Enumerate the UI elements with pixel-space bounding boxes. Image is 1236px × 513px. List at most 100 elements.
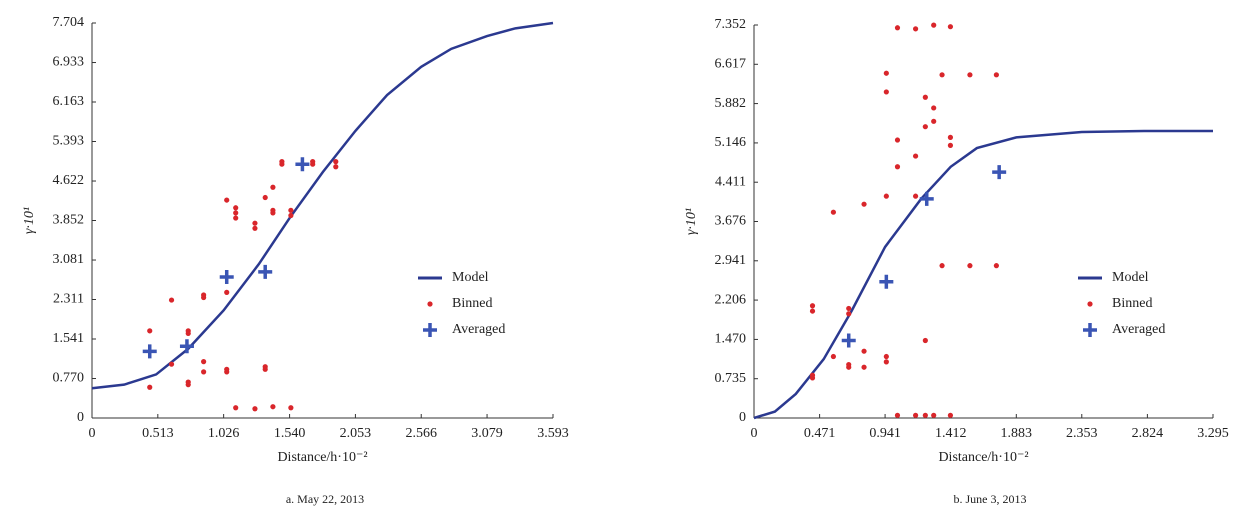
binned-point [233,210,239,216]
binned-point [288,405,294,411]
binned-point [846,311,852,317]
y-tick-label: 6.163 [53,94,85,109]
binned-point [333,159,339,165]
y-tick-label: 2.941 [715,253,747,268]
binned-point [861,348,867,354]
binned-point [830,353,837,360]
binned-point [912,26,919,32]
legend-label: Model [452,270,489,285]
y-tick-label: 0 [77,410,84,425]
binned-point [147,328,153,334]
y-tick-label: 5.146 [715,135,747,150]
binned-point [270,404,276,410]
y-tick-label: 5.882 [715,96,747,111]
legend-label: Averaged [1112,322,1165,337]
averaged-point [142,344,157,359]
binned-point [168,361,175,367]
binned-point [224,197,230,203]
binned-point [967,72,973,78]
binned-point [252,225,258,231]
binned-point [947,142,954,148]
averaged-point [179,339,194,354]
binned-point [185,330,191,337]
x-tick-label: 1.026 [208,426,240,441]
legend-swatch [423,323,437,337]
y-tick-label: 6.617 [715,57,747,72]
x-tick-label: 3.079 [471,426,503,441]
averaged-point [919,191,934,206]
binned-point [912,193,919,199]
binned-point [931,105,937,111]
binned-point [939,72,945,78]
binned-point [894,25,901,31]
binned-point [922,124,928,130]
binned-point [931,22,937,28]
binned-point [830,209,837,215]
x-tick-label: 2.053 [340,426,372,441]
y-tick-label: 1.541 [53,331,85,346]
binned-point [947,24,954,30]
y-tick-label: 4.622 [53,173,85,188]
binned-point [967,263,973,269]
binned-point [270,210,276,216]
binned-point [912,412,919,418]
binned-point [939,263,945,269]
y-tick-label: 7.352 [715,17,747,32]
binned-point [252,406,258,412]
y-tick-label: 4.411 [715,174,746,189]
binned-point [883,359,889,365]
y-tick-label: 2.311 [53,292,84,307]
averaged-point [841,333,856,348]
binned-point [922,412,928,418]
binned-point [185,382,191,388]
binned-point [883,89,889,95]
x-tick-label: 3.295 [1197,426,1229,441]
model-line [91,21,554,390]
binned-point [931,412,937,418]
y-axis-label: γ·10¹ [22,207,37,234]
binned-point [233,405,239,411]
x-tick-label: 2.353 [1066,426,1098,441]
y-tick-label: 1.470 [715,332,747,347]
binned-point [947,134,954,140]
binned-point [147,384,153,390]
binned-point [931,118,937,124]
binned-point [233,205,239,211]
averaged-point [219,270,234,285]
binned-point [201,369,207,375]
binned-point [201,294,207,301]
y-tick-label: 0 [739,410,746,425]
y-axis-label: γ·10¹ [684,208,699,235]
legend-swatch [427,301,433,307]
binned-point [947,412,954,418]
averaged-point [295,157,310,172]
x-tick-label: 2.566 [405,426,437,441]
x-tick-label: 1.412 [935,426,967,441]
x-tick-label: 0.941 [869,426,901,441]
binned-point [894,164,901,170]
caption: a. May 22, 2013 [286,492,364,506]
y-tick-label: 2.206 [715,292,747,307]
binned-point [252,220,258,226]
binned-point [883,353,889,360]
legend-label: Binned [1112,296,1152,311]
binned-point [288,212,294,219]
x-tick-label: 2.824 [1132,426,1164,441]
averaged-point [992,165,1007,180]
y-tick-label: 3.081 [53,252,85,267]
x-axis-label: Distance/h·10⁻² [938,450,1028,465]
binned-point [922,94,928,100]
averaged-point [879,274,894,289]
x-tick-label: 0 [751,426,758,441]
binned-point [846,364,852,370]
binned-point [310,161,316,167]
binned-point [861,364,867,370]
x-tick-label: 1.883 [1001,426,1033,441]
legend-label: Binned [452,296,492,311]
x-tick-label: 0.471 [804,426,836,441]
binned-point [883,70,889,76]
binned-point [279,161,285,167]
x-axis-label: Distance/h·10⁻² [277,450,367,465]
binned-point [993,72,999,78]
